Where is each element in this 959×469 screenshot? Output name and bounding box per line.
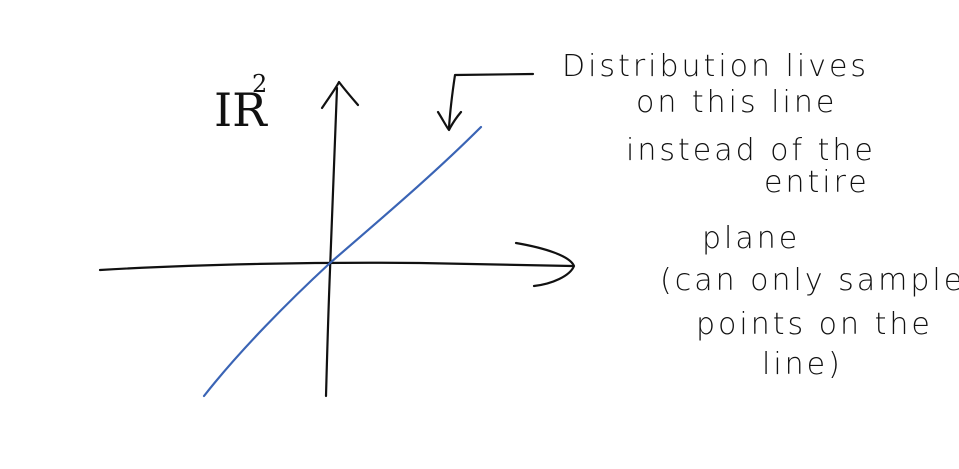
distribution-line [202, 125, 483, 398]
annotation-line-8: line) [762, 347, 843, 382]
y-axis-arrowhead [320, 80, 360, 110]
annotation-line-4: entire [764, 165, 870, 200]
annotation-line-2: on this line [636, 85, 837, 120]
annotation-line-7: points on the [696, 307, 933, 342]
annotation-line-1: Distribution lives [562, 49, 869, 84]
annotation-pointer-line [447, 72, 535, 130]
space-label: IR 2 [214, 70, 268, 137]
annotation: Distribution lives on this line instead … [562, 49, 959, 382]
annotation-pointer-arrowhead [436, 110, 463, 132]
y-axis-line [324, 86, 339, 398]
annotation-line-3: instead of the [626, 133, 876, 168]
annotation-line-5: plane [702, 221, 800, 256]
space-symbol: IR [214, 83, 268, 137]
x-axis-line [98, 261, 574, 272]
x-axis-arrowhead [514, 241, 576, 288]
space-exponent: 2 [252, 70, 267, 98]
annotation-line-6: (can only sample [660, 263, 959, 298]
